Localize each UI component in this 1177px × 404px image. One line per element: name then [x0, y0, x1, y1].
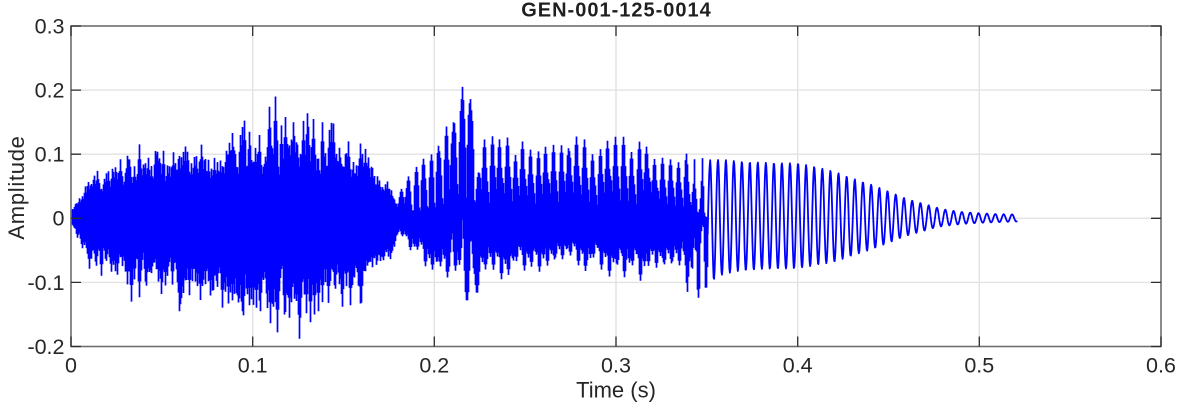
svg-text:0.5: 0.5 — [964, 354, 994, 378]
svg-text:0.2: 0.2 — [35, 79, 65, 103]
svg-text:0.2: 0.2 — [419, 354, 449, 378]
svg-text:Amplitude: Amplitude — [4, 135, 29, 239]
svg-text:-0.2: -0.2 — [27, 335, 64, 359]
svg-text:0.6: 0.6 — [1146, 354, 1176, 378]
svg-text:0.4: 0.4 — [783, 354, 813, 378]
svg-text:0: 0 — [53, 207, 65, 231]
svg-text:0.3: 0.3 — [601, 354, 631, 378]
svg-text:0.3: 0.3 — [35, 14, 65, 38]
svg-text:0.1: 0.1 — [35, 143, 65, 167]
svg-text:-0.1: -0.1 — [27, 271, 64, 295]
svg-text:0: 0 — [65, 354, 77, 378]
svg-text:GEN-001-125-0014: GEN-001-125-0014 — [521, 0, 712, 22]
svg-text:Time (s): Time (s) — [576, 378, 656, 403]
svg-text:0.1: 0.1 — [238, 354, 268, 378]
